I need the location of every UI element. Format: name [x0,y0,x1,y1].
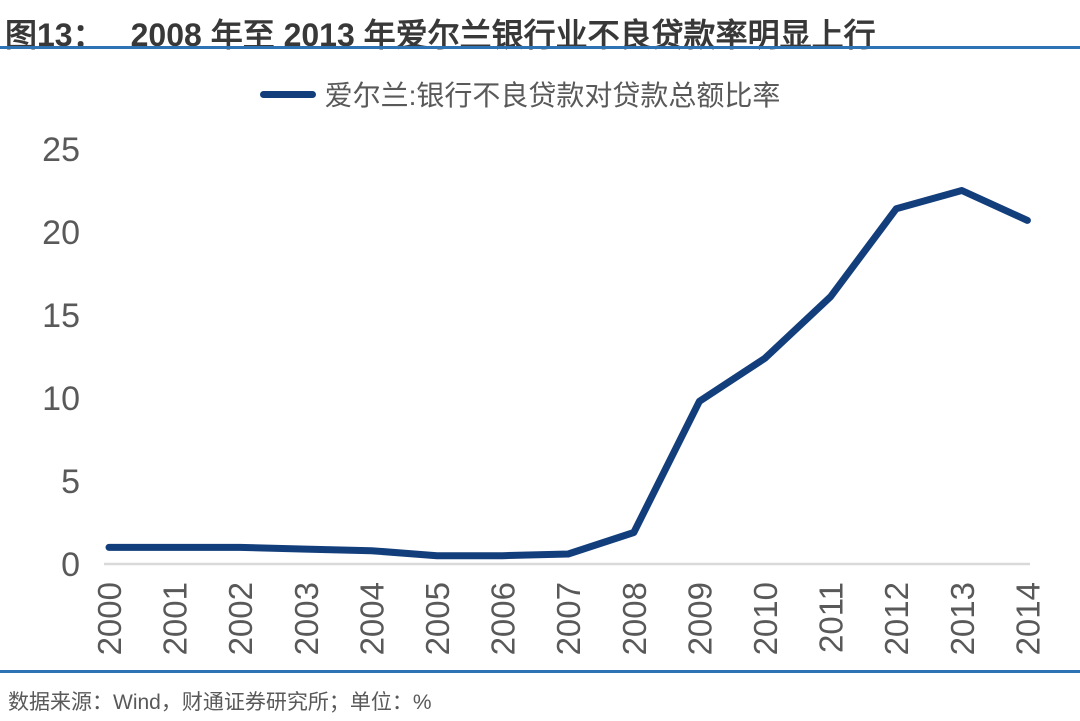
npl-ratio-line [105,187,1031,560]
legend-line-swatch [259,90,316,98]
x-axis-tick-labels: 2000 2001 2002 2003 2004 2005 2006 2007 2008 2009… [91,582,1046,655]
y-tick-label: 0 [61,546,80,584]
y-tick-label: 5 [61,463,80,501]
x-tick-label: 2000 [91,582,128,655]
y-tick-label: 10 [42,380,80,418]
x-tick-label: 2001 [157,582,194,655]
x-tick-label: 2013 [944,582,981,655]
x-tick-label: 2014 [1009,582,1046,655]
x-tick-label: 2008 [616,582,653,655]
x-tick-label: 2006 [485,582,522,655]
title-divider-rule [0,46,1080,49]
data-source-note: 数据来源：Wind，财通证券研究所；单位：% [8,691,432,714]
y-axis-tick-labels: 0 5 10 15 20 25 [42,131,80,584]
y-tick-label: 15 [42,297,80,335]
chart-legend: 爱尔兰:银行不良贷款对贷款总额比率 [0,76,1040,112]
x-tick-label: 2002 [222,582,259,655]
x-tick-label: 2003 [288,582,325,655]
x-tick-label: 2005 [419,582,456,655]
footer-divider-rule [0,670,1080,673]
x-tick-label: 2012 [878,582,915,655]
x-tick-label: 2011 [813,582,850,653]
x-tick-label: 2007 [550,582,587,655]
legend-series-label: 爱尔兰:银行不良贷款对贷款总额比率 [324,80,781,111]
x-tick-label: 2009 [681,582,718,655]
y-tick-label: 25 [42,131,80,169]
x-tick-label: 2010 [747,582,784,655]
y-tick-label: 20 [42,214,80,252]
x-tick-label: 2004 [353,582,390,655]
